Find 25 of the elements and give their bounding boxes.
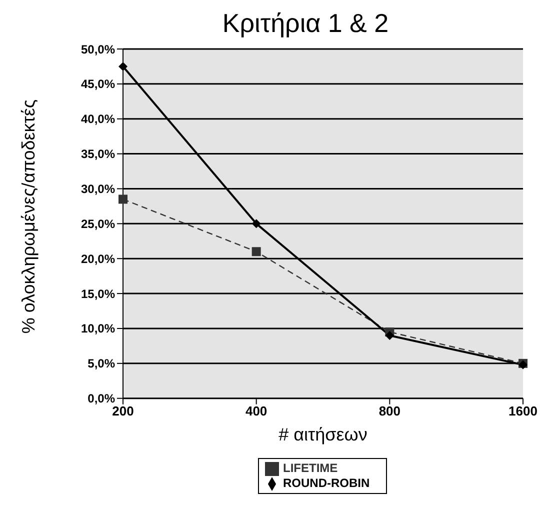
- y-tick-label: 0,0%: [88, 392, 116, 406]
- point: [118, 194, 128, 204]
- point: [118, 62, 128, 71]
- y-tick-label: 50,0%: [80, 42, 116, 56]
- x-tick-label: 1600: [508, 404, 538, 419]
- point: [385, 330, 394, 340]
- y-tick-label: 5,0%: [88, 356, 116, 371]
- y-tick-label: 35,0%: [80, 147, 116, 162]
- point: [252, 247, 261, 256]
- y-axis-title: % ολοκληρωμένες/αποδεκτές: [18, 99, 38, 334]
- legend-label: LIFETIME: [283, 461, 338, 476]
- chart-title: Κριτήρια 1 & 2: [221, 8, 390, 39]
- y-tick-label: 30,0%: [80, 182, 116, 196]
- y-tick-label: 40,0%: [80, 112, 116, 126]
- y-tick-label: 10,0%: [80, 322, 116, 336]
- y-tick-label: 25,0%: [80, 216, 116, 231]
- y-tick-label: 20,0%: [80, 252, 116, 266]
- x-axis-title: # αιτήσεων: [278, 424, 368, 444]
- y-tick-label: 15,0%: [80, 286, 116, 301]
- y-tick-label: 45,0%: [80, 77, 116, 92]
- x-tick-label: 400: [245, 404, 268, 419]
- point: [252, 219, 261, 228]
- x-tick-label: 800: [378, 404, 401, 419]
- legend-label: ROUND-ROBIN: [283, 476, 370, 490]
- x-tick-label: 200: [112, 404, 134, 419]
